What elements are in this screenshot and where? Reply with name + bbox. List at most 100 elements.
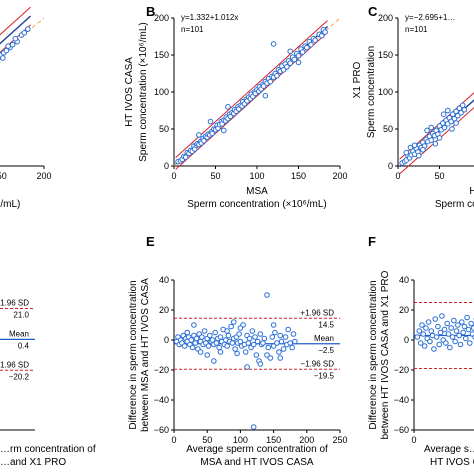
panel-letter-B: B [146, 4, 155, 19]
data-point-E [207, 332, 213, 339]
data-point-F [459, 319, 465, 325]
data-point-F [455, 322, 461, 328]
data-point-E [276, 349, 282, 355]
x-label-line2-A: …rm concentration (×10⁶/mL) [0, 199, 20, 210]
data-point-E [199, 334, 205, 340]
data-point-C [453, 120, 459, 126]
data-point-F [439, 313, 445, 319]
data-point-E [260, 340, 266, 346]
data-point-E [229, 340, 236, 346]
data-point-F [452, 338, 458, 345]
data-point-B [267, 78, 274, 85]
data-point-F [466, 340, 473, 346]
x-label-line1-D: …rm concentration of [0, 444, 96, 455]
data-point-C [411, 142, 418, 149]
data-point-E [289, 344, 295, 351]
data-point-E [265, 344, 272, 351]
data-point-E [272, 329, 278, 336]
data-point-E [189, 344, 196, 351]
x-tick-label: 150 [291, 171, 306, 181]
data-point-B [196, 132, 202, 138]
data-point-F [423, 325, 429, 331]
data-point-F [420, 331, 427, 337]
data-point-E [237, 325, 244, 331]
data-point-E [290, 331, 297, 337]
data-point-C [428, 124, 435, 131]
y-tick-label: 40 [399, 275, 409, 285]
x-tick-label: 200 [299, 435, 314, 445]
data-point-F [445, 331, 452, 337]
y-tick-label: 20 [159, 305, 169, 315]
upper-sd-value-E: 14.5 [318, 320, 334, 329]
data-point-E [264, 352, 270, 358]
x-label-line2-D: …and X1 PRO [0, 457, 66, 468]
data-point-F [443, 340, 449, 346]
data-point-F [448, 325, 454, 331]
x-tick-label: 200 [36, 171, 51, 181]
data-point-C [403, 149, 410, 156]
data-point-B [225, 104, 231, 110]
y-tick-label: 50 [383, 124, 393, 134]
lower-sd-label-D: −1.96 SD [0, 360, 29, 369]
n-label-C: n=101 [405, 25, 428, 34]
data-point-C [432, 141, 439, 147]
data-point-E [211, 358, 217, 364]
x-label-line1-C: HT… [469, 186, 474, 197]
y-label-line2-F: between HT IVOS CASA and X1 PRO [380, 270, 391, 439]
x-label-line2-E: MSA and HT IVOS CASA [200, 457, 314, 468]
data-point-E [213, 340, 220, 346]
data-point-E [250, 341, 257, 348]
lower-sd-label-E: −1.96 SD [300, 359, 334, 368]
data-point-F [462, 335, 469, 342]
data-point-E [264, 292, 270, 298]
mean-label-D: Mean [9, 329, 29, 338]
data-point-F [435, 323, 441, 330]
equation-C: y=−2.695+1… [405, 13, 455, 22]
data-point-C [449, 126, 455, 132]
data-point-F [447, 344, 453, 351]
x-tick-label: 200 [332, 171, 347, 181]
data-point-E [257, 361, 264, 367]
data-point-C [440, 111, 447, 117]
data-point-F [433, 334, 440, 340]
x-tick-label: 250 [332, 435, 347, 445]
data-point-B [262, 92, 269, 99]
data-point-F [460, 329, 466, 336]
data-point-B [287, 60, 294, 66]
y-tick-label: 200 [154, 13, 169, 23]
x-tick-label: 50 [202, 435, 212, 445]
data-point-A [0, 55, 6, 61]
y-tick-label: 0 [164, 335, 169, 345]
data-point-C [420, 146, 426, 153]
data-point-E [197, 349, 204, 355]
data-point-E [287, 340, 294, 346]
x-label-line1-E: Average sperm concentration of [186, 444, 328, 455]
data-point-E [217, 334, 224, 340]
data-point-C [445, 107, 451, 114]
data-point-B [322, 29, 328, 35]
data-point-B [295, 59, 302, 66]
y-label-C: Sperm concentration [366, 46, 377, 138]
data-point-E [274, 340, 280, 346]
data-point-B [304, 44, 310, 51]
x-tick-label: 150 [266, 435, 281, 445]
data-point-E [278, 338, 285, 345]
y-tick-label: 200 [378, 13, 393, 23]
data-point-F [416, 328, 423, 334]
data-point-E [246, 335, 253, 342]
data-point-E [261, 335, 268, 342]
y-tick-label: 0 [164, 161, 169, 171]
data-point-E [188, 337, 195, 343]
data-point-F [444, 320, 451, 327]
data-point-E [280, 346, 287, 352]
data-point-F [456, 332, 462, 339]
equation-B: y=1.332+1.012x [181, 13, 238, 22]
data-point-C [428, 137, 435, 143]
data-point-B [299, 49, 306, 55]
x-tick-label: 0 [395, 171, 400, 181]
data-point-B [318, 32, 325, 39]
data-point-E [228, 323, 234, 330]
panel-letter-C: C [368, 4, 378, 19]
identity-line-A [0, 17, 45, 56]
y-tick-label: 40 [159, 275, 169, 285]
